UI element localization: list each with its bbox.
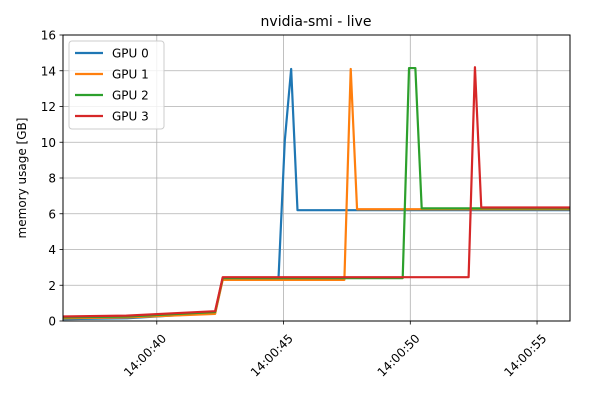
series-line-gpu-3: [63, 66, 570, 318]
x-tick-label: 14:00:45: [248, 331, 296, 379]
legend-label-gpu-1: GPU 1: [112, 68, 149, 82]
series-layer: [63, 66, 570, 321]
x-tick-label: 14:00:55: [501, 331, 549, 379]
x-tick-label: 14:00:40: [121, 331, 169, 379]
y-axis-label: memory usage [GB]: [15, 118, 29, 239]
y-tick-label: 2: [48, 279, 56, 293]
chart-title: nvidia-smi - live: [261, 14, 372, 30]
legend: GPU 0 GPU 1 GPU 2 GPU 3: [68, 40, 165, 130]
y-tick-label: 12: [41, 100, 56, 114]
y-tick-label: 10: [41, 136, 56, 150]
y-tick-label: 4: [48, 243, 56, 257]
legend-box: [68, 40, 165, 130]
x-tick-label: 14:00:50: [375, 331, 423, 379]
y-tick-label: 0: [48, 315, 56, 329]
legend-label-gpu-3: GPU 3: [112, 110, 149, 124]
y-tick-label: 16: [41, 29, 56, 43]
y-tick-label: 6: [48, 207, 56, 221]
y-tick-label: 14: [41, 64, 56, 78]
y-tick-label: 8: [48, 172, 56, 186]
x-axis-ticks: 14:00:40 14:00:45 14:00:50 14:00:55: [121, 321, 549, 379]
legend-label-gpu-0: GPU 0: [112, 47, 149, 61]
y-axis-ticks: 0 2 4 6 8 10 12 14 16: [41, 29, 63, 329]
legend-label-gpu-2: GPU 2: [112, 89, 149, 103]
